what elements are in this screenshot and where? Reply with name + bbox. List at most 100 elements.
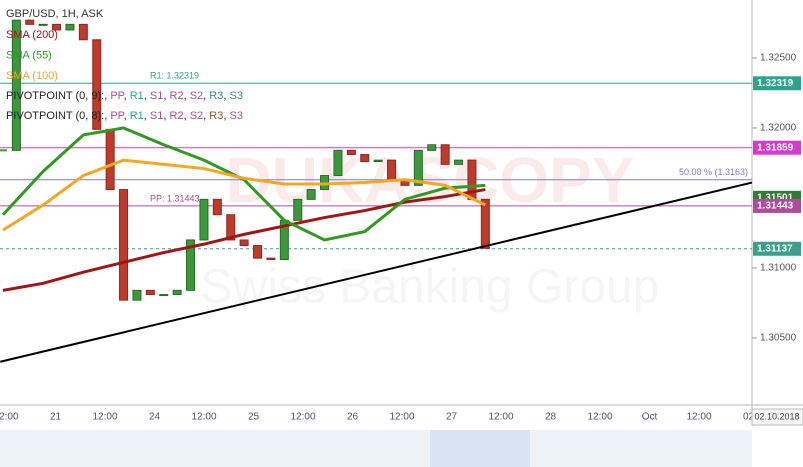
candle [306,189,316,200]
pivot-legend-part: , [104,110,110,122]
pivot-legend-part: PP [110,90,124,102]
pivot-legend-part: S1 [150,110,163,122]
pivot-legend-part: , [223,110,229,122]
date-label-box [751,408,803,426]
y-tick-label: 1.30500 [760,333,797,344]
candle [145,289,155,296]
pivot-legend-part: S2 [190,110,203,122]
moving-average-line [2,188,486,292]
candle [427,144,437,151]
price-tag-label: 1.31443 [757,201,794,212]
chart-title: GBP/USD, 1H, ASK [6,8,104,20]
x-tick-label: 12:00 [587,412,612,423]
date-label: 02.10.2018 [754,411,799,421]
candle [78,23,88,41]
pivot-legend-part: R1 [130,110,144,122]
price-tag [753,76,801,91]
x-tick-label: 12:00 [686,412,711,423]
candle [159,294,169,297]
pivot-legend-part: S1 [150,90,163,102]
pivot-legend-part: R3 [209,90,223,102]
candle [172,289,182,296]
candle [25,19,35,25]
price-tag-label: 1.31501 [757,192,794,203]
candle [119,189,129,301]
x-tick-label: 12:00 [92,412,117,423]
x-tick-label: 28 [545,412,557,423]
pivot-legend-part: S3 [229,90,242,102]
candle [293,198,303,221]
candle [360,154,370,163]
candle [266,257,276,261]
pivot-legend-part: R2 [170,110,184,122]
x-tick-label: 12:00 [488,412,513,423]
level-annotation: PP: 1.31443 [150,193,200,203]
pivot-legend-part: PIVOTPOINT (0, 8): [6,110,104,122]
x-tick-label: 25 [248,412,260,423]
candle [454,159,464,165]
volume-strip [0,430,752,467]
legend-entry: SMA (200) [6,29,58,41]
pivot-legend: PIVOTPOINT (0, 9):, PP, R1, S1, R2, S2, … [6,90,243,102]
legend-entry: SMA (55) [6,49,52,61]
candle [480,198,490,249]
x-tick-label: 12:00 [0,412,19,423]
candle [413,149,423,186]
x-tick-label: 26 [347,412,359,423]
pivot-legend-part: R1 [130,90,144,102]
x-tick-label: 24 [149,412,161,423]
candle [11,19,21,151]
pivot-legend-part: , [184,110,190,122]
candle [226,214,236,241]
x-tick-label: 12:00 [389,412,414,423]
x-tick-label: 27 [446,412,458,423]
price-tag [753,140,801,155]
candle [92,39,102,130]
pivot-legend-part: , [104,90,110,102]
level-annotation: R1: 1.32319 [150,71,199,81]
watermark-tagline: Swiss Banking Group [201,261,660,314]
price-tag [753,198,801,213]
pivot-legend-part: PP [110,110,124,122]
candle [199,198,209,241]
price-tag-label: 1.32319 [757,78,794,89]
x-tick-label: 12:00 [191,412,216,423]
pivot-legend-part: R3 [209,110,223,122]
legend-entry: SMA (100) [6,70,58,82]
trendline [0,181,753,363]
level-annotation: 50.00 % (1.3163) [679,167,748,177]
candle [346,149,356,156]
pivot-legend: PIVOTPOINT (0, 8):, PP, R1, S1, R2, S2, … [6,110,243,122]
pivot-legend-part: , [144,90,150,102]
candle [212,198,222,216]
pivot-legend-part: , [124,90,130,102]
candle [239,239,249,247]
pivot-legend-part: S3 [229,110,242,122]
y-tick-label: 1.32500 [760,53,797,64]
pivot-legend-part: , [144,110,150,122]
candle [52,23,62,31]
volume-strip-highlight [430,430,530,467]
x-tick-label: 02 [743,412,755,423]
moving-average-line [2,158,487,232]
candle [105,128,115,191]
y-tick-label: 1.31000 [760,263,797,274]
x-tick-label: 12:00 [290,412,315,423]
price-tag-label: 1.31859 [757,142,794,153]
price-tag [753,241,801,256]
pivot-legend-part: PIVOTPOINT (0, 9): [6,90,104,102]
x-tick-label: Oct [642,412,658,423]
candle [132,289,142,301]
pivot-legend-part: , [223,90,229,102]
candle [440,144,450,165]
candle [387,159,397,181]
y-tick-label: 1.32000 [760,123,797,134]
pivot-legend-part: , [163,110,169,122]
pivot-legend-part: R2 [170,90,184,102]
pivot-legend-part: S2 [190,90,203,102]
candle [333,149,343,177]
candle [65,23,75,31]
pivot-legend-part: , [184,90,190,102]
candle [253,245,263,259]
